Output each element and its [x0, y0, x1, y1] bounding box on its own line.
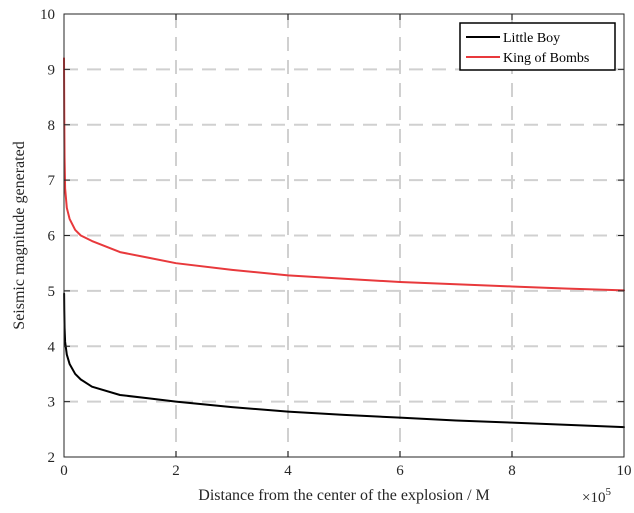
x-tick-label: 0	[60, 463, 68, 479]
y-axis-label: Seismic magnitude generated	[11, 141, 28, 329]
y-tick-label: 8	[48, 118, 56, 134]
y-tick-label: 7	[48, 173, 56, 189]
legend-label-little-boy: Little Boy	[503, 31, 560, 46]
x-axis-exponent-power: 5	[605, 486, 611, 498]
x-axis-exponent: ×105	[582, 486, 611, 506]
series-lines	[63, 57, 625, 429]
y-tick-label: 3	[48, 395, 56, 411]
x-axis-label: Distance from the center of the explosio…	[198, 487, 489, 504]
y-axis-ticks: 2 3 4 5 6 7 8 9 10	[40, 7, 624, 466]
x-axis-ticks: 0 2 4 6 8 10	[60, 14, 632, 479]
series-line-little-boy	[63, 292, 625, 429]
legend-label-king-of-bombs: King of Bombs	[503, 51, 589, 66]
y-tick-label: 2	[48, 450, 56, 466]
legend-box	[459, 22, 616, 71]
legend: Little Boy King of Bombs	[459, 22, 616, 71]
y-tick-label: 10	[40, 7, 55, 23]
series-line-king-of-bombs	[63, 57, 625, 292]
y-tick-label: 4	[48, 339, 56, 355]
x-tick-label: 2	[172, 463, 180, 479]
y-tick-label: 5	[48, 284, 56, 300]
x-tick-label: 10	[617, 463, 632, 479]
x-axis-exponent-base: ×10	[582, 490, 605, 506]
y-tick-label: 9	[48, 62, 56, 78]
x-tick-label: 8	[508, 463, 516, 479]
x-tick-label: 6	[396, 463, 404, 479]
y-tick-label: 6	[48, 229, 56, 245]
x-tick-label: 4	[284, 463, 292, 479]
